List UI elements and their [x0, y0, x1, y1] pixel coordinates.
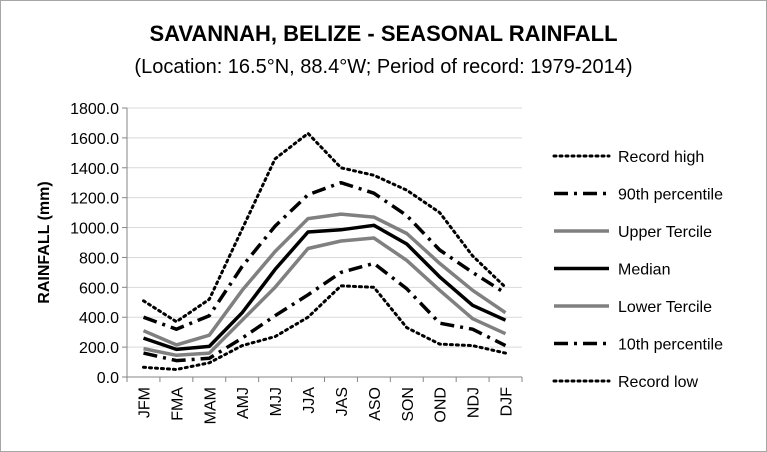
chart-title: SAVANNAH, BELIZE - SEASONAL RAINFALL	[149, 21, 618, 46]
legend-label: 90th percentile	[618, 187, 723, 204]
legend-label: Upper Tercile	[618, 224, 712, 241]
x-tick-label: JAS	[334, 387, 351, 416]
x-tick-label: ASO	[367, 387, 384, 421]
y-tick-label: 1600.0	[70, 131, 119, 148]
legend-label: Median	[618, 262, 670, 279]
series-line-record-high	[142, 131, 507, 324]
y-tick-label: 1400.0	[70, 161, 119, 178]
y-tick-label: 1200.0	[70, 191, 119, 208]
legend-label: Record low	[618, 374, 698, 391]
x-tick-label: JFM	[136, 387, 153, 418]
legend-label: 10th percentile	[618, 337, 723, 354]
series-lines	[142, 131, 507, 371]
y-tick-label: 200.0	[79, 340, 119, 357]
series-line-10th-percentile	[143, 261, 507, 363]
axes: 0.0 200.0 400.0 600.0 800.0 1000.0 1200.0 1400.…	[36, 101, 523, 424]
series-line-record-low	[142, 284, 507, 371]
legend: Record high 90th percentile Upper Tercile M…	[552, 149, 723, 391]
series-line-upper-tercile	[142, 212, 507, 347]
x-tick-label: NDJ	[466, 387, 483, 418]
series-line-90th-percentile	[142, 180, 507, 331]
x-tick-label: MAM	[202, 387, 219, 424]
x-tick-label: AMJ	[235, 387, 252, 419]
y-axis-title: RAINFALL (mm)	[36, 181, 53, 303]
x-tick-label: MJJ	[268, 387, 285, 416]
legend-label: Lower Tercile	[618, 299, 712, 316]
y-tick-label: 400.0	[79, 310, 119, 327]
x-tick-label: FMA	[169, 387, 186, 421]
legend-label: Record high	[618, 149, 704, 166]
x-tick-label: SON	[400, 387, 417, 422]
y-tick-label: 600.0	[79, 280, 119, 297]
y-tick-label: 0.0	[97, 370, 119, 387]
y-tick-label: 800.0	[79, 250, 119, 267]
y-tick-label: 1000.0	[70, 221, 119, 238]
x-tick-label: DJF	[499, 387, 516, 417]
series-line-lower-tercile	[143, 236, 507, 358]
x-tick-label: JJA	[301, 387, 318, 414]
series-line-median	[142, 223, 507, 352]
y-tick-label: 1800.0	[70, 101, 119, 118]
x-tick-label: OND	[433, 387, 450, 423]
chart-subtitle: (Location: 16.5°N, 88.4°W; Period of rec…	[134, 56, 633, 78]
